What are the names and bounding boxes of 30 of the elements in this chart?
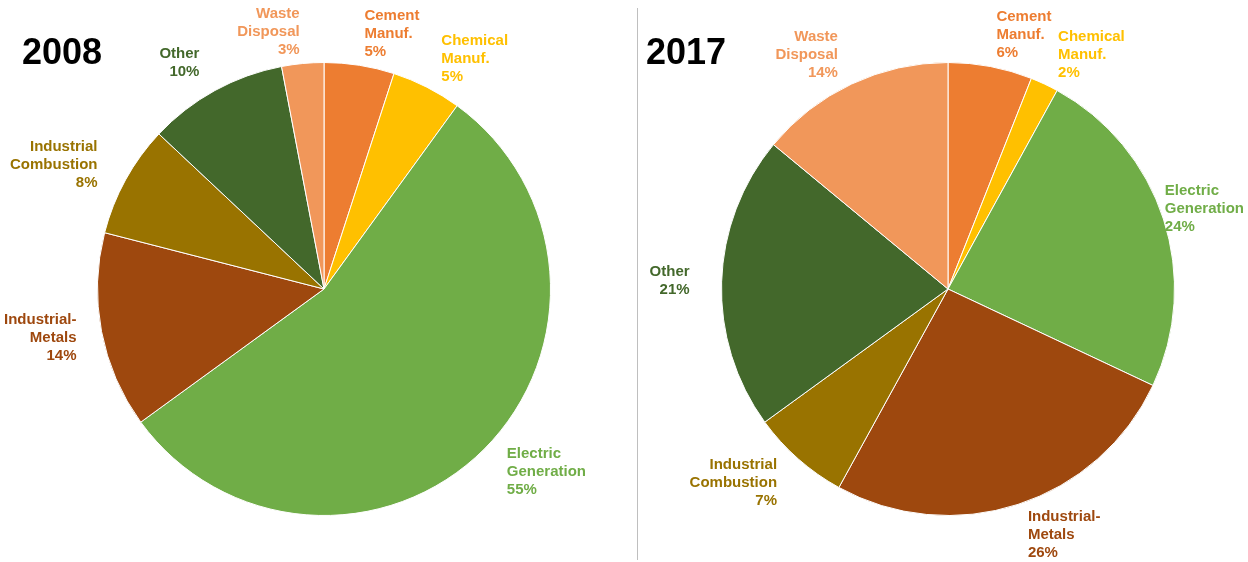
data-label: 14% xyxy=(807,63,838,81)
text: 2008 xyxy=(22,31,103,72)
text: 2017 xyxy=(646,31,727,72)
slice-label: Waste Disposal xyxy=(775,27,838,63)
data-label: 5% xyxy=(441,66,464,84)
data-label: 55% xyxy=(506,479,537,497)
slice-label: Chemical Manuf. xyxy=(441,30,509,66)
data-label: 24% xyxy=(1164,217,1195,235)
data-label: 7% xyxy=(755,491,778,509)
data-label: 26% xyxy=(1027,542,1058,560)
data-label: 2% xyxy=(1058,63,1080,81)
slice-label: Industrial Combustion xyxy=(9,136,98,172)
slice-label: Other xyxy=(649,262,690,280)
slice-label: Other xyxy=(159,43,200,61)
data-label: 5% xyxy=(364,41,387,59)
data-label: 6% xyxy=(996,43,1019,61)
data-label: 10% xyxy=(169,61,200,79)
slice-label: Chemical Manuf. xyxy=(1058,27,1125,63)
data-label: 14% xyxy=(46,345,77,363)
slice-label: Electric Generation xyxy=(506,443,586,479)
slice-label: Cement Manuf. xyxy=(364,5,420,41)
slice-label: Cement Manuf. xyxy=(996,7,1052,43)
slice-label: Industrial-Metals xyxy=(3,309,77,345)
slice-label: Electric Generation xyxy=(1164,181,1245,217)
data-label: 3% xyxy=(277,39,300,57)
data-label: 8% xyxy=(75,172,98,190)
slice-label: Industrial Combustion xyxy=(689,455,778,491)
slice-label: Waste Disposal xyxy=(237,3,300,39)
slice-label: Industrial-Metals xyxy=(1027,506,1101,542)
data-label: 21% xyxy=(659,280,690,298)
